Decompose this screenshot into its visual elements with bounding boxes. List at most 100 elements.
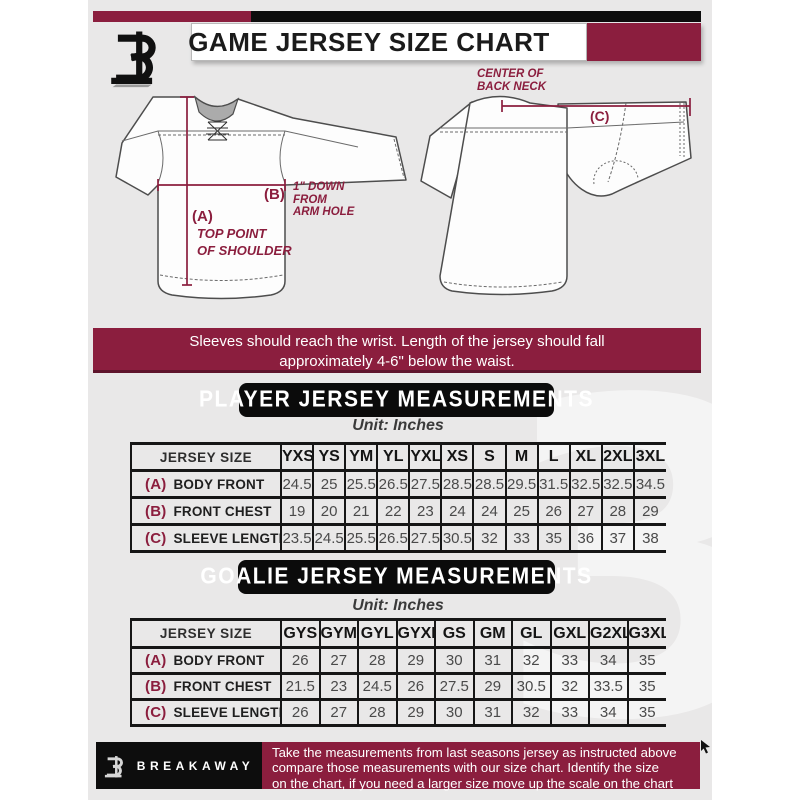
measure-label: SLEEVE LENGTH [173, 705, 281, 720]
footer-brand-name: BREAKAWAY [136, 758, 255, 773]
measurement-cell: 33 [549, 647, 589, 674]
goalie-section-header: GOALIE JERSEY MEASUREMENTS [200, 560, 591, 594]
top-accent-bar-black [251, 11, 701, 22]
size-column-header: GYL [357, 619, 397, 648]
size-column-header: YL [376, 443, 410, 471]
measurement-cell: 27 [568, 497, 602, 525]
measurement-row: (A) BODY FRONT 26 27 28 29 30 31 32 33 34 35 [130, 647, 666, 674]
measurement-cell: 35 [626, 673, 666, 700]
measure-letter-tag: (C) [145, 704, 167, 721]
measurement-cell: 28.5 [440, 470, 474, 498]
measurement-cell: 29 [395, 647, 435, 674]
measurement-cell: 29 [632, 497, 666, 525]
size-column-header: XL [568, 443, 602, 471]
measure-b-caption: 1" DOWN FROM ARM HOLE [293, 181, 355, 218]
measurement-cell: 26 [280, 647, 320, 674]
player-section-header: PLAYER JERSEY MEASUREMENTS [199, 383, 592, 417]
measurement-cell: 28 [357, 647, 397, 674]
measurement-cell: 32.5 [600, 470, 634, 498]
back-jersey-diagram [420, 95, 692, 296]
measurement-cell: 23.5 [279, 524, 314, 552]
size-column-header: YXS [279, 443, 314, 471]
measurement-cell: 32 [511, 699, 551, 726]
footer-instructions: Take the measurements from last seasons … [262, 742, 700, 791]
content-strip: 3 GAME JERSEY SIZE CHART [88, 0, 712, 800]
measurement-cell: 19 [279, 497, 314, 525]
measurement-cell: 35 [536, 524, 570, 552]
size-column-header: S [472, 443, 506, 471]
size-column-header: 2XL [600, 443, 634, 471]
measurement-cell: 25.5 [344, 524, 378, 552]
measurement-cell: 26 [536, 497, 570, 525]
measurement-cell: 36 [568, 524, 602, 552]
size-column-header: GXL [549, 619, 589, 648]
player-unit-label: Unit: Inches [352, 417, 444, 434]
breakaway-logo-icon [104, 24, 178, 88]
measurement-cell: 29 [472, 673, 512, 700]
breakaway-footer-logo-icon [104, 753, 130, 779]
measurement-cell: 32 [511, 647, 551, 674]
measurement-cell: 31 [472, 647, 512, 674]
measurement-cell: 35 [626, 647, 666, 674]
measurement-cell: 22 [376, 497, 410, 525]
title-accent-block [587, 23, 701, 61]
measurement-cell: 34 [588, 647, 628, 674]
measurement-cell: 29.5 [504, 470, 538, 498]
measurement-cell: 34.5 [632, 470, 666, 498]
footer-brand-block: BREAKAWAY [96, 742, 262, 789]
measurement-cell: 32 [472, 524, 506, 552]
measurement-cell: 25.5 [344, 470, 378, 498]
player-measurements-table: JERSEY SIZE YXS YS YM YL YXL XS S M L XL 2XL 3XL (A) B… [130, 442, 666, 553]
measurement-cell: 24.5 [279, 470, 314, 498]
measurement-cell: 31 [472, 699, 512, 726]
measurement-cell: 27 [318, 647, 358, 674]
measurement-cell: 32.5 [568, 470, 602, 498]
measurement-cell: 34 [588, 699, 628, 726]
size-column-header: GYS [280, 619, 320, 648]
measurement-row-label: (C) SLEEVE LENGTH [130, 524, 281, 552]
measurement-cell: 26.5 [376, 524, 410, 552]
measure-letter-tag: (A) [145, 652, 167, 669]
size-column-header: GS [434, 619, 474, 648]
measurement-cell: 27.5 [408, 524, 442, 552]
size-column-header: GL [511, 619, 551, 648]
measurement-cell: 26 [395, 673, 435, 700]
measure-letter-tag: (B) [145, 678, 167, 695]
measurement-cell: 26 [280, 699, 320, 726]
size-column-header: YM [344, 443, 378, 471]
measurement-row: (A) BODY FRONT 24.5 25 25.5 26.5 27.5 28.5 28.5 2… [130, 470, 666, 498]
size-column-header: YS [312, 443, 346, 471]
measurement-cell: 27 [318, 699, 358, 726]
measure-letter-tag: (A) [145, 475, 167, 493]
measure-label: FRONT CHEST [173, 679, 272, 694]
measure-letter-tag: (C) [145, 529, 167, 547]
measure-label: BODY FRONT [173, 653, 265, 668]
page-title: GAME JERSEY SIZE CHART [188, 26, 550, 57]
jersey-size-corner-header: JERSEY SIZE [130, 619, 281, 648]
measurement-row-label: (B) FRONT CHEST [130, 497, 281, 525]
measurement-cell: 25 [312, 470, 346, 498]
size-column-header: GM [472, 619, 512, 648]
measurement-cell: 28 [357, 699, 397, 726]
measurement-cell: 30.5 [440, 524, 474, 552]
measurement-cell: 27.5 [408, 470, 442, 498]
measurement-cell: 23 [408, 497, 442, 525]
measurement-cell: 29 [395, 699, 435, 726]
measurement-cell: 23 [318, 673, 358, 700]
page-title-bar: GAME JERSEY SIZE CHART [188, 23, 587, 61]
measurement-cell: 31.5 [536, 470, 570, 498]
measurement-cell: 35 [626, 699, 666, 726]
measurement-cell: 20 [312, 497, 346, 525]
measurement-cell: 21.5 [280, 673, 320, 700]
measurement-row-label: (B) FRONT CHEST [130, 673, 281, 700]
size-column-header: G3XL [626, 619, 666, 648]
measurement-cell: 37 [600, 524, 634, 552]
measurement-cell: 26.5 [376, 470, 410, 498]
measurement-cell: 33 [549, 699, 589, 726]
size-column-header: GYXL [395, 619, 435, 648]
measurement-cell: 38 [632, 524, 666, 552]
goalie-unit-label: Unit: Inches [352, 597, 444, 614]
measurement-row-label: (A) BODY FRONT [130, 647, 281, 674]
measurement-cell: 30 [434, 647, 474, 674]
